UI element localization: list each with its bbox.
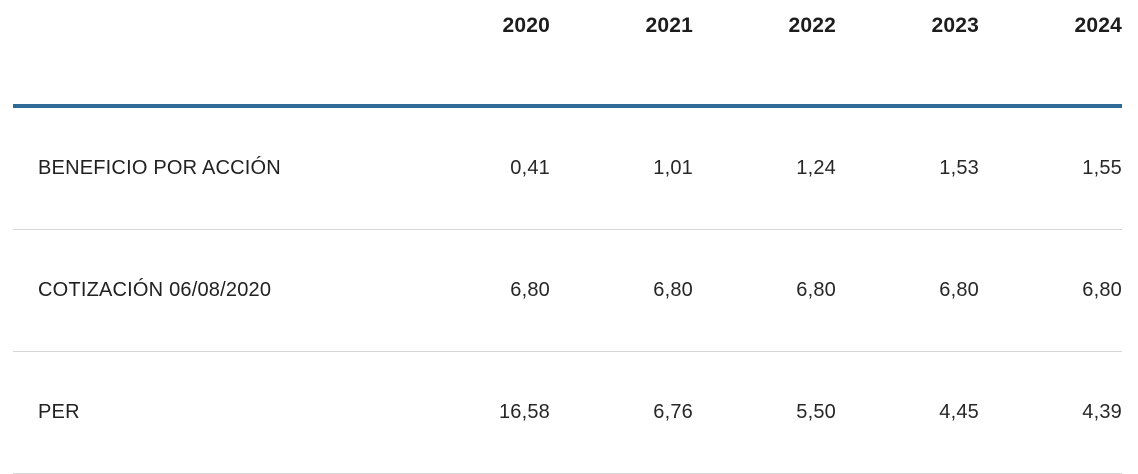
table-row-cotizacion: COTIZACIÓN 06/08/2020 6,80 6,80 6,80 6,8… — [13, 229, 1122, 352]
header-row: 2020 2021 2022 2023 2024 — [13, 0, 1122, 108]
cell-value: 4,45 — [836, 351, 979, 474]
year-header-2022: 2022 — [693, 0, 836, 108]
cell-value: 6,80 — [693, 229, 836, 352]
table-row-per: PER 16,58 6,76 5,50 4,45 4,39 — [13, 351, 1122, 474]
cell-value: 1,24 — [693, 106, 836, 230]
year-header-2021: 2021 — [550, 0, 693, 108]
cell-value: 16,58 — [407, 351, 550, 474]
cell-value: 0,41 — [407, 106, 550, 230]
year-header-2024: 2024 — [979, 0, 1122, 108]
table-row-beneficio-por-accion: BENEFICIO POR ACCIÓN 0,41 1,01 1,24 1,53… — [13, 106, 1122, 230]
row-label-cotizacion: COTIZACIÓN 06/08/2020 — [13, 229, 407, 352]
cell-value: 1,55 — [979, 106, 1122, 230]
cell-value: 5,50 — [693, 351, 836, 474]
corner-cell — [13, 0, 407, 108]
cell-value: 6,80 — [407, 229, 550, 352]
cell-value: 4,39 — [979, 351, 1122, 474]
row-label-beneficio-por-accion: BENEFICIO POR ACCIÓN — [13, 106, 407, 230]
cell-value: 6,80 — [836, 229, 979, 352]
cell-value: 6,80 — [979, 229, 1122, 352]
year-header-2020: 2020 — [407, 0, 550, 108]
cell-value: 1,01 — [550, 106, 693, 230]
cell-value: 1,53 — [836, 106, 979, 230]
cell-value: 6,76 — [550, 351, 693, 474]
year-header-2023: 2023 — [836, 0, 979, 108]
row-label-per: PER — [13, 351, 407, 474]
financial-metrics-table: 2020 2021 2022 2023 2024 BENEFICIO POR A… — [13, 0, 1122, 474]
cell-value: 6,80 — [550, 229, 693, 352]
